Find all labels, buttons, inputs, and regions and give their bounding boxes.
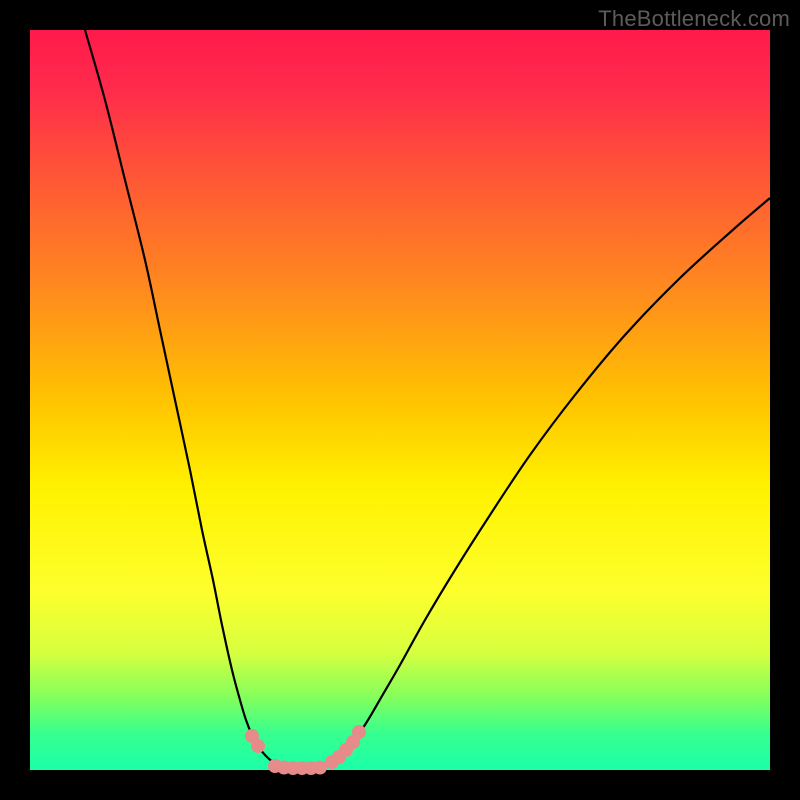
marker-dot bbox=[251, 739, 265, 753]
bottleneck-chart bbox=[0, 0, 800, 800]
chart-stage: TheBottleneck.com bbox=[0, 0, 800, 800]
marker-dot bbox=[352, 725, 366, 739]
marker-dot bbox=[313, 761, 327, 775]
watermark-text: TheBottleneck.com bbox=[598, 6, 790, 32]
plot-background bbox=[30, 30, 770, 770]
